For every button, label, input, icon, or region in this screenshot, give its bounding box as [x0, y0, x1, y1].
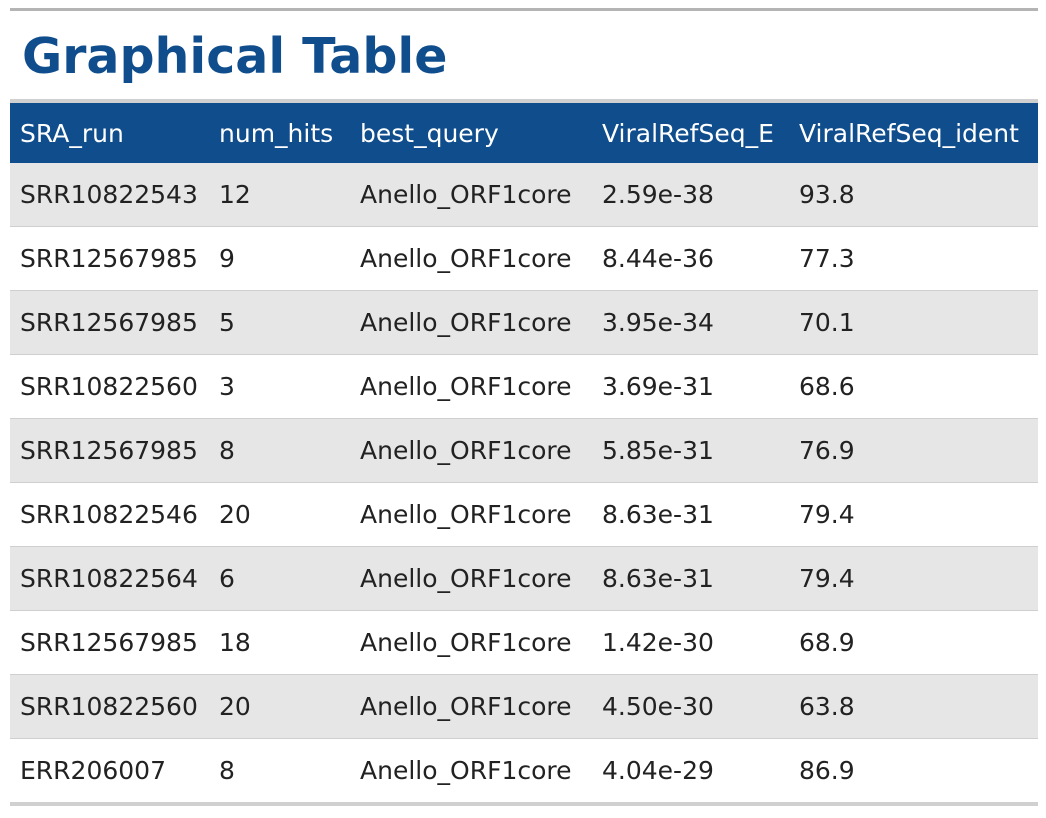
cell-viralrefseq-e: 4.50e-30 — [592, 674, 789, 739]
graphical-table-container: SRA_run num_hits best_query ViralRefSeq_… — [10, 99, 1038, 806]
cell-num-hits: 8 — [209, 738, 350, 802]
cell-viralrefseq-e: 1.42e-30 — [592, 610, 789, 675]
cell-viralrefseq-ident: 68.9 — [789, 610, 1038, 675]
cell-num-hits: 18 — [209, 610, 350, 675]
cell-num-hits: 9 — [209, 226, 350, 291]
cell-best-query: Anello_ORF1core — [350, 163, 592, 227]
cell-viralrefseq-ident: 76.9 — [789, 418, 1038, 483]
cell-num-hits: 6 — [209, 546, 350, 611]
table-row: SRR10822546 20 Anello_ORF1core 8.63e-31 79.4 — [10, 482, 1038, 547]
cell-sra-run: SRR12567985 — [10, 226, 209, 291]
column-header-viralrefseq-e[interactable]: ViralRefSeq_E — [592, 103, 789, 163]
cell-sra-run: SRR10822543 — [10, 163, 209, 227]
cell-best-query: Anello_ORF1core — [350, 226, 592, 291]
cell-viralrefseq-ident: 79.4 — [789, 482, 1038, 547]
cell-best-query: Anello_ORF1core — [350, 290, 592, 355]
cell-viralrefseq-e: 8.63e-31 — [592, 546, 789, 611]
cell-num-hits: 5 — [209, 290, 350, 355]
cell-sra-run: SRR12567985 — [10, 610, 209, 675]
table-row: SRR10822560 3 Anello_ORF1core 3.69e-31 68.6 — [10, 354, 1038, 419]
cell-sra-run: ERR206007 — [10, 738, 209, 802]
column-header-sra-run[interactable]: SRA_run — [10, 103, 209, 163]
cell-sra-run: SRR10822560 — [10, 674, 209, 739]
cell-num-hits: 8 — [209, 418, 350, 483]
cell-viralrefseq-ident: 70.1 — [789, 290, 1038, 355]
cell-sra-run: SRR10822564 — [10, 546, 209, 611]
cell-best-query: Anello_ORF1core — [350, 738, 592, 802]
cell-viralrefseq-e: 3.95e-34 — [592, 290, 789, 355]
cell-viralrefseq-e: 4.04e-29 — [592, 738, 789, 802]
cell-best-query: Anello_ORF1core — [350, 546, 592, 611]
cell-viralrefseq-e: 8.63e-31 — [592, 482, 789, 547]
page-title: Graphical Table — [22, 28, 448, 85]
column-header-best-query[interactable]: best_query — [350, 103, 592, 163]
cell-viralrefseq-e: 3.69e-31 — [592, 354, 789, 419]
cell-sra-run: SRR10822560 — [10, 354, 209, 419]
table-header: SRA_run num_hits best_query ViralRefSeq_… — [10, 103, 1038, 163]
cell-sra-run: SRR12567985 — [10, 290, 209, 355]
cell-viralrefseq-ident: 79.4 — [789, 546, 1038, 611]
table-row: SRR10822564 6 Anello_ORF1core 8.63e-31 79.4 — [10, 546, 1038, 611]
cell-num-hits: 20 — [209, 674, 350, 739]
table-row: SRR12567985 8 Anello_ORF1core 5.85e-31 76.9 — [10, 418, 1038, 483]
cell-num-hits: 3 — [209, 354, 350, 419]
cell-best-query: Anello_ORF1core — [350, 610, 592, 675]
cell-viralrefseq-e: 8.44e-36 — [592, 226, 789, 291]
cell-viralrefseq-ident: 93.8 — [789, 163, 1038, 227]
table-bottom-rule — [10, 802, 1038, 806]
cell-viralrefseq-ident: 77.3 — [789, 226, 1038, 291]
table-row: SRR10822543 12 Anello_ORF1core 2.59e-38 93.8 — [10, 163, 1038, 227]
header-row: SRA_run num_hits best_query ViralRefSeq_… — [10, 103, 1038, 163]
cell-viralrefseq-ident: 63.8 — [789, 674, 1038, 739]
graphical-table: SRA_run num_hits best_query ViralRefSeq_… — [10, 103, 1038, 802]
table-top-rule — [10, 99, 1038, 103]
table-row: ERR206007 8 Anello_ORF1core 4.04e-29 86.9 — [10, 738, 1038, 802]
table-row: SRR10822560 20 Anello_ORF1core 4.50e-30 63.8 — [10, 674, 1038, 739]
cell-sra-run: SRR10822546 — [10, 482, 209, 547]
table-row: SRR12567985 5 Anello_ORF1core 3.95e-34 70.1 — [10, 290, 1038, 355]
cell-best-query: Anello_ORF1core — [350, 354, 592, 419]
cell-viralrefseq-ident: 68.6 — [789, 354, 1038, 419]
top-divider — [10, 8, 1038, 11]
cell-num-hits: 12 — [209, 163, 350, 227]
cell-viralrefseq-e: 5.85e-31 — [592, 418, 789, 483]
column-header-viralrefseq-ident[interactable]: ViralRefSeq_ident — [789, 103, 1038, 163]
table-body: SRR10822543 12 Anello_ORF1core 2.59e-38 93.8… — [10, 163, 1038, 802]
cell-best-query: Anello_ORF1core — [350, 674, 592, 739]
table-row: SRR12567985 18 Anello_ORF1core 1.42e-30 68.9 — [10, 610, 1038, 675]
cell-num-hits: 20 — [209, 482, 350, 547]
table-row: SRR12567985 9 Anello_ORF1core 8.44e-36 77.3 — [10, 226, 1038, 291]
column-header-num-hits[interactable]: num_hits — [209, 103, 350, 163]
cell-best-query: Anello_ORF1core — [350, 482, 592, 547]
cell-sra-run: SRR12567985 — [10, 418, 209, 483]
cell-viralrefseq-ident: 86.9 — [789, 738, 1038, 802]
cell-viralrefseq-e: 2.59e-38 — [592, 163, 789, 227]
cell-best-query: Anello_ORF1core — [350, 418, 592, 483]
